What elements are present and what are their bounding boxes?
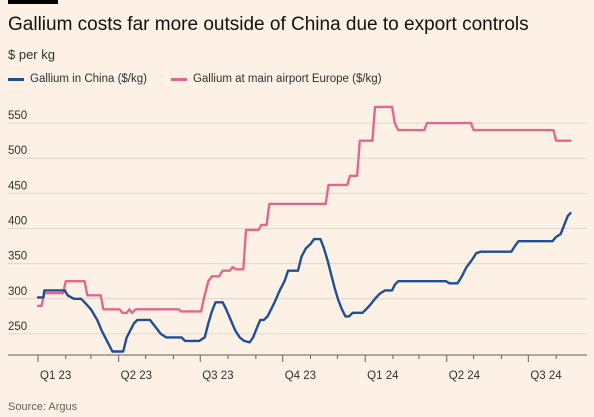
y-tick-label: 350	[8, 251, 27, 263]
y-tick-label: 400	[8, 216, 27, 228]
legend-label-china: Gallium in China ($/kg)	[30, 73, 147, 85]
series-line-china	[36, 211, 572, 353]
legend-item-china: Gallium in China ($/kg)	[8, 73, 147, 85]
chart-subtitle: $ per kg	[8, 47, 55, 62]
legend-swatch-china	[8, 77, 24, 81]
series-line-europe	[36, 105, 572, 314]
x-tick-label: Q2 23	[121, 370, 152, 382]
x-tick-label: Q1 23	[40, 370, 71, 382]
source-note: Source: Argus	[8, 401, 78, 413]
x-tick-label: Q4 23	[285, 370, 316, 382]
chart-legend: Gallium in China ($/kg) Gallium at main …	[8, 73, 382, 85]
x-tick-label: Q1 24	[367, 370, 399, 382]
x-tick-label: Q2 24	[449, 370, 481, 382]
y-tick-label: 500	[8, 145, 27, 157]
legend-swatch-europe	[170, 77, 187, 81]
legend-item-europe: Gallium at main airport Europe ($/kg)	[170, 73, 382, 85]
brand-top-bar	[8, 0, 58, 4]
y-tick-label: 300	[8, 286, 27, 298]
x-tick-label: Q3 24	[530, 370, 562, 382]
y-tick-label: 550	[8, 110, 27, 122]
x-tick-label: Q3 23	[202, 370, 233, 382]
legend-label-europe: Gallium at main airport Europe ($/kg)	[192, 73, 382, 85]
y-tick-label: 450	[8, 180, 27, 192]
chart-title: Gallium costs far more outside of China …	[8, 14, 529, 35]
y-tick-label: 250	[8, 321, 27, 333]
